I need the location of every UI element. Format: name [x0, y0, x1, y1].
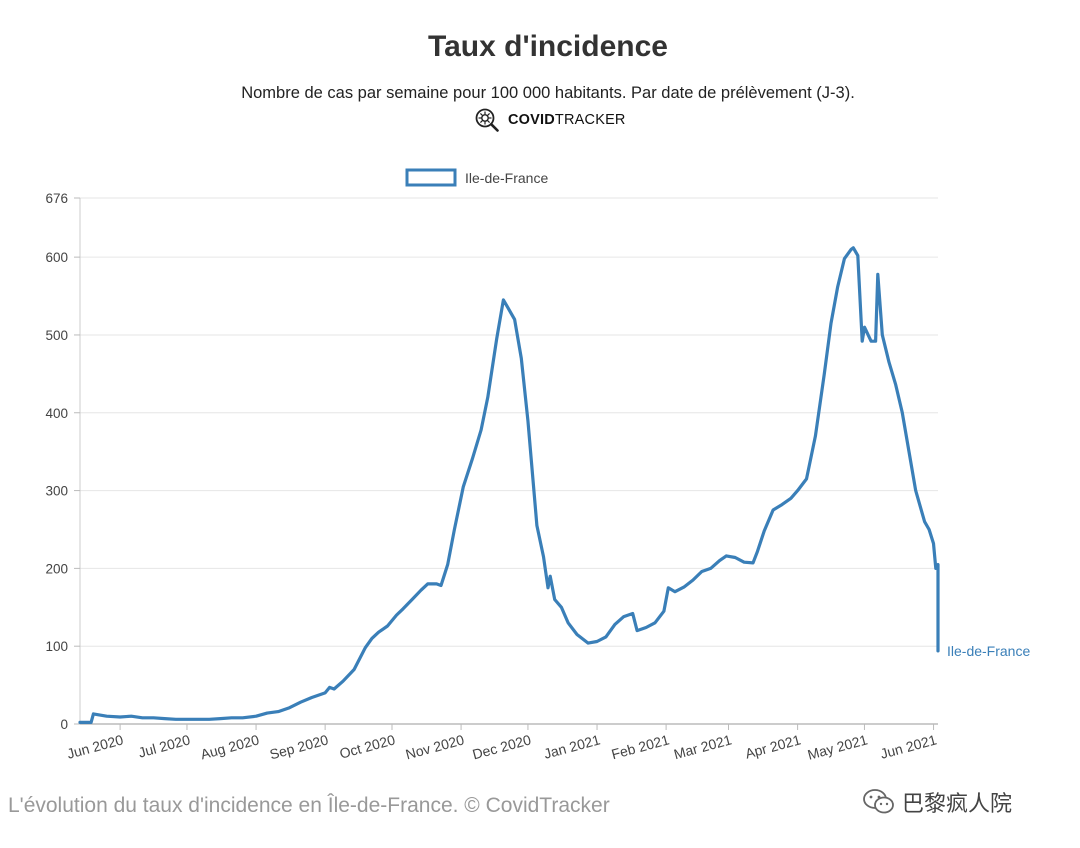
virus-magnifier-icon — [475, 108, 499, 132]
legend[interactable]: Ile-de-France — [405, 168, 548, 187]
grid-lines — [79, 197, 938, 725]
x-tick-label: Apr 2021 — [743, 731, 802, 761]
y-tick-label: 300 — [45, 484, 68, 499]
x-tick-label: Sep 2020 — [268, 731, 330, 762]
y-tick-label: 600 — [45, 250, 68, 265]
chart-subtitle: Nombre de cas par semaine pour 100 000 h… — [241, 84, 855, 102]
covidtracker-brand[interactable]: COVIDTRACKER — [474, 106, 626, 134]
y-tick-label: 200 — [45, 561, 68, 576]
wechat-watermark: 巴黎疯人院 — [862, 786, 1012, 818]
series-line-ile-de-france — [78, 246, 940, 725]
x-tick-label: Feb 2021 — [610, 731, 671, 762]
wechat-icon — [863, 789, 894, 814]
x-tick-label: Mar 2021 — [672, 731, 733, 762]
watermark-text: 巴黎疯人院 — [902, 792, 1013, 817]
legend-swatch — [405, 168, 457, 187]
y-axis: 0 100 200 300 400 500 600 676 — [45, 191, 80, 732]
x-tick-label: Jun 2020 — [65, 731, 125, 761]
y-tick-label: 400 — [45, 406, 68, 421]
series-end-label: Ile-de-France — [947, 643, 1030, 659]
x-tick-label: Oct 2020 — [338, 731, 397, 761]
x-tick-label: Nov 2020 — [404, 731, 466, 762]
x-axis: Jun 2020 Jul 2020 Aug 2020 Sep 2020 Oct 2020… — [65, 724, 939, 763]
x-tick-label: Jul 2020 — [136, 731, 191, 760]
x-tick-label: Jun 2021 — [879, 731, 939, 761]
y-tick-label: 676 — [45, 191, 68, 206]
y-tick-label: 100 — [45, 639, 68, 654]
legend-label: Ile-de-France — [465, 170, 548, 186]
x-tick-label: May 2021 — [806, 731, 870, 762]
brand-bold: COVID — [508, 112, 555, 128]
brand-light: TRACKER — [554, 112, 626, 128]
x-tick-label: Dec 2020 — [471, 731, 533, 762]
y-tick-label: 500 — [45, 328, 68, 343]
series-lines: Ile-de-France — [78, 246, 1030, 725]
y-tick-label: 0 — [60, 717, 68, 732]
incidence-chart: 0 100 200 300 400 500 600 676 Jun 2020 Jul 2020 A… — [45, 168, 1030, 763]
figure-caption: L'évolution du taux d'incidence en Île-d… — [8, 794, 610, 817]
x-tick-label: Jan 2021 — [542, 731, 602, 761]
brand-label: COVIDTRACKER — [508, 112, 626, 128]
x-tick-label: Aug 2020 — [199, 731, 261, 762]
chart-title: Taux d'incidence — [428, 30, 668, 63]
